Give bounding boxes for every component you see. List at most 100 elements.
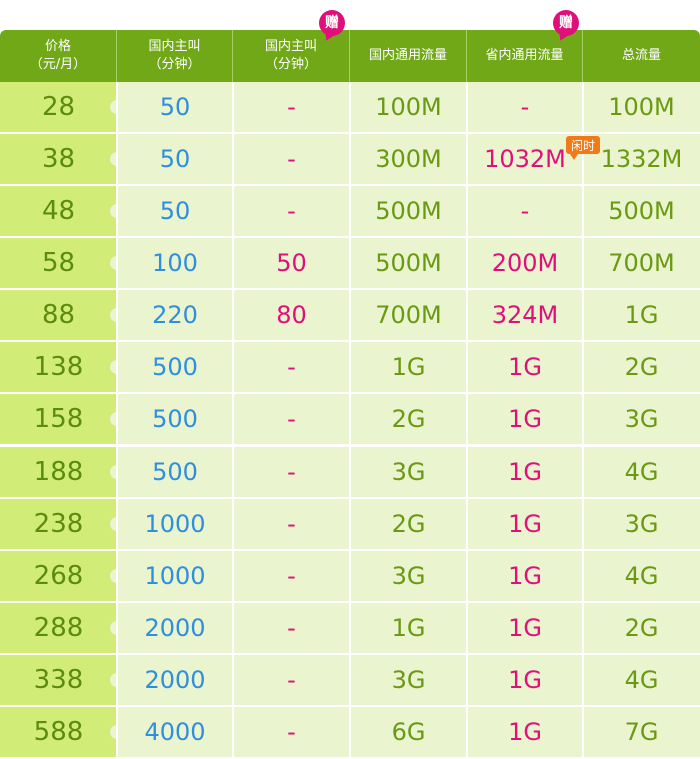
table-row: 238 1000-2G 1G 3G <box>0 498 700 549</box>
cell-bonus-minutes: - <box>233 654 350 705</box>
column-divider <box>349 602 351 653</box>
cell-provincial-data: 1032M <box>467 134 583 185</box>
column-divider <box>466 82 468 132</box>
header-bonus-minutes-line2: （分钟） <box>264 57 317 72</box>
column-divider <box>349 446 351 497</box>
column-divider <box>232 82 234 132</box>
column-divider <box>116 446 118 497</box>
column-divider <box>582 238 584 289</box>
cell-minutes: 220 <box>117 290 233 341</box>
column-divider <box>466 394 468 445</box>
column-divider <box>116 134 118 185</box>
cell-minutes: 500 <box>117 342 233 393</box>
cell-minutes: 50 <box>117 186 233 237</box>
cell-total-data: 700M <box>583 238 700 289</box>
cell-provincial-data: 1G <box>467 550 583 601</box>
cell-provincial-data: - <box>467 82 583 132</box>
cell-national-data: 3G <box>350 446 467 497</box>
cell-national-data: 700M <box>350 290 467 341</box>
cell-national-data: 100M <box>350 82 467 132</box>
cell-minutes: 4000 <box>117 706 233 757</box>
column-divider <box>466 186 468 237</box>
column-divider <box>116 498 118 549</box>
cell-minutes: 50 <box>117 82 233 132</box>
column-divider <box>349 498 351 549</box>
cell-bonus-minutes: 80 <box>233 290 350 341</box>
cell-provincial-data: 200M <box>467 238 583 289</box>
header-national-data: 国内通用流量 <box>350 30 467 82</box>
table-row: 88 220 80 700M 324M 1G <box>0 290 700 341</box>
cell-national-data: 3G <box>350 654 467 705</box>
cell-price: 158 <box>0 394 124 445</box>
cell-minutes: 1000 <box>117 550 233 601</box>
cell-bonus-minutes: - <box>233 498 350 549</box>
column-divider <box>116 186 118 237</box>
header-minutes-line2: （分钟） <box>148 57 201 72</box>
column-divider <box>466 290 468 341</box>
column-divider <box>582 602 584 653</box>
table-row: 48 50-500M -500M <box>0 186 700 237</box>
cell-bonus-minutes: - <box>233 602 350 653</box>
column-divider <box>466 342 468 393</box>
table-row: 188 500-3G 1G 4G <box>0 446 700 497</box>
plan-table: 价格 （元/月） 国内主叫 （分钟） 国内主叫 （分钟） 赠 国内通用流量 省内… <box>0 10 700 757</box>
column-divider <box>116 602 118 653</box>
gift-badge: 赠 <box>319 10 345 36</box>
cell-provincial-data: - <box>467 186 583 237</box>
column-divider <box>349 550 351 601</box>
header-price: 价格 （元/月） <box>0 30 117 82</box>
column-divider <box>466 498 468 549</box>
column-divider <box>116 238 118 289</box>
cell-total-data: 1G <box>583 290 700 341</box>
cell-total-data: 2G <box>583 602 700 653</box>
column-divider <box>116 550 118 601</box>
cell-national-data: 3G <box>350 550 467 601</box>
cell-total-data: 3G <box>583 498 700 549</box>
table-row: 28 50-100M -100M <box>0 82 700 132</box>
cell-bonus-minutes: - <box>233 186 350 237</box>
cell-total-data: 2G <box>583 342 700 393</box>
column-divider <box>466 238 468 289</box>
column-divider <box>582 654 584 705</box>
column-divider <box>232 550 234 601</box>
cell-national-data: 500M <box>350 186 467 237</box>
cell-bonus-minutes: 50 <box>233 238 350 289</box>
column-divider <box>349 238 351 289</box>
cell-provincial-data: 1G <box>467 602 583 653</box>
cell-price: 138 <box>0 342 124 393</box>
cell-national-data: 1G <box>350 342 467 393</box>
cell-total-data: 100M <box>583 82 700 132</box>
table-row: 268 1000-3G 1G 4G <box>0 550 700 601</box>
cell-national-data: 300M <box>350 134 467 185</box>
header-total-data: 总流量 <box>583 30 700 82</box>
header-provincial-data: 省内通用流量 赠 <box>467 10 583 82</box>
idle-time-tag: 闲时 <box>566 136 600 161</box>
cell-minutes: 1000 <box>117 498 233 549</box>
cell-bonus-minutes: - <box>233 394 350 445</box>
cell-national-data: 2G <box>350 498 467 549</box>
table-row: 588 4000-6G 1G 7G <box>0 706 700 757</box>
cell-total-data: 4G <box>583 654 700 705</box>
cell-price: 188 <box>0 446 124 497</box>
column-divider <box>232 186 234 237</box>
column-divider <box>466 602 468 653</box>
cell-minutes: 500 <box>117 394 233 445</box>
gift-badge: 赠 <box>553 10 579 36</box>
header-price-line1: 价格 <box>44 39 71 54</box>
header-price-line2: （元/月） <box>29 57 87 72</box>
column-divider <box>116 394 118 445</box>
cell-price: 28 <box>0 82 124 132</box>
cell-provincial-data: 1G <box>467 446 583 497</box>
cell-provincial-data: 1G <box>467 706 583 757</box>
cell-price: 88 <box>0 290 124 341</box>
cell-price: 268 <box>0 550 124 601</box>
cell-price: 58 <box>0 238 124 289</box>
column-divider <box>582 446 584 497</box>
column-divider <box>349 290 351 341</box>
column-divider <box>232 394 234 445</box>
column-divider <box>349 82 351 132</box>
cell-bonus-minutes: - <box>233 134 350 185</box>
table-row: 38 50-300M 1032M 1332M 闲时 <box>0 134 700 185</box>
cell-price: 288 <box>0 602 124 653</box>
cell-provincial-data: 1G <box>467 498 583 549</box>
